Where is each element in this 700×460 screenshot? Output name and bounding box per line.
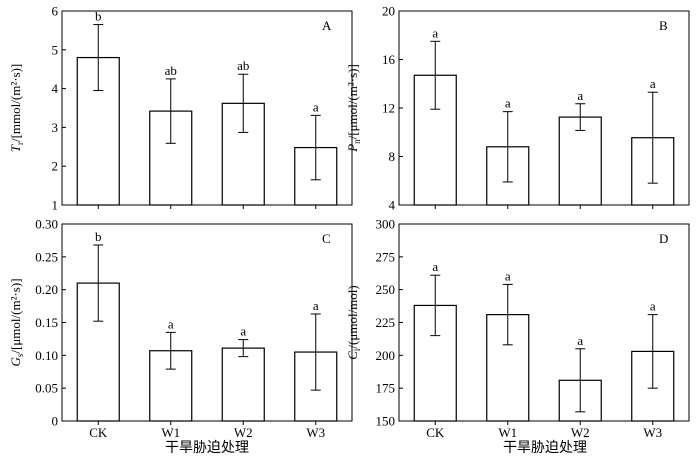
y-axis-label: Gs/[μmol/(m²·s)] xyxy=(8,278,25,366)
y-tick-label: 0.05 xyxy=(35,381,58,396)
y-tick-label: 300 xyxy=(376,217,396,232)
y-tick-label: 0.30 xyxy=(35,217,58,232)
panel-b: 4 8 12 16 20 B Pn/[μmol/(m²·s)] a a a a xyxy=(345,4,690,213)
significance-letter: a xyxy=(432,25,438,40)
y-tick-label: 0.10 xyxy=(35,348,58,363)
significance-letter: b xyxy=(95,229,102,244)
panel-letter: A xyxy=(322,18,332,33)
y-tick-label: 1 xyxy=(52,198,59,213)
y-tick-label: 5 xyxy=(52,42,59,57)
y-tick-label: 8 xyxy=(389,149,396,164)
significance-letter: a xyxy=(577,333,583,348)
plot-frame xyxy=(61,10,353,206)
y-tick-label: 0.20 xyxy=(35,282,58,297)
y-axis-label: Tr/[mmol/(m²·s)] xyxy=(8,64,25,153)
y-tick-label: 3 xyxy=(52,120,59,135)
significance-letter: a xyxy=(650,76,656,91)
y-tick-label: 275 xyxy=(376,249,396,264)
bar-w2 xyxy=(221,347,265,422)
y-tick-label: 4 xyxy=(389,198,396,213)
x-tick-label: W3 xyxy=(306,425,325,440)
y-axis-label: Pn/[μmol/(m²·s)] xyxy=(345,64,362,153)
significance-letter: a xyxy=(505,268,511,283)
x-axis-title-left: 干旱胁迫处理 xyxy=(165,440,249,456)
x-tick-label: CK xyxy=(426,425,445,440)
y-tick-label: 4 xyxy=(52,81,59,96)
significance-letter: a xyxy=(313,99,319,114)
x-tick-label: W2 xyxy=(571,425,590,440)
panel-c: 0 0.05 0.10 0.15 0.20 0.25 0.30 C Gs/[μmol/(m²·s… xyxy=(8,217,353,440)
significance-letter: a xyxy=(240,324,246,339)
panel-a: 1 2 3 4 5 6 A Tr/[mmol/(m²·s)] b ab ab a xyxy=(8,4,353,213)
significance-letter: a xyxy=(650,299,656,314)
x-tick-label: CK xyxy=(89,425,108,440)
x-axis-title-right: 干旱胁迫处理 xyxy=(503,440,587,456)
significance-letter: b xyxy=(95,9,102,24)
panel-d: 150 175 200 225 250 275 300 D Ci/(μmol/mol) a CK a W… xyxy=(345,217,690,440)
x-tick-label: W2 xyxy=(234,425,253,440)
y-tick-label: 12 xyxy=(382,101,395,116)
significance-letter: a xyxy=(577,88,583,103)
y-tick-label: 0.25 xyxy=(35,249,58,264)
y-tick-label: 250 xyxy=(376,282,396,297)
y-tick-label: 2 xyxy=(52,159,59,174)
x-tick-label: W1 xyxy=(161,425,180,440)
x-tick-label: W1 xyxy=(498,425,517,440)
panel-letter: D xyxy=(659,231,668,246)
significance-letter: a xyxy=(432,259,438,274)
significance-letter: ab xyxy=(165,63,177,78)
panel-letter: C xyxy=(322,231,331,246)
y-tick-label: 0.15 xyxy=(35,315,58,330)
y-tick-label: 150 xyxy=(376,414,396,429)
significance-letter: ab xyxy=(237,58,249,73)
significance-letter: a xyxy=(313,298,319,313)
y-tick-label: 20 xyxy=(382,4,395,19)
y-tick-label: 0 xyxy=(52,414,59,429)
y-tick-label: 225 xyxy=(376,315,396,330)
bar-w2 xyxy=(558,116,602,206)
significance-letter: a xyxy=(505,96,511,111)
x-tick-label: W3 xyxy=(643,425,662,440)
panel-letter: B xyxy=(659,18,668,33)
y-tick-label: 200 xyxy=(376,348,396,363)
significance-letter: a xyxy=(168,316,174,331)
y-tick-label: 16 xyxy=(382,52,396,67)
y-tick-label: 175 xyxy=(376,381,396,396)
y-tick-label: 6 xyxy=(52,4,59,19)
y-axis-label: Ci/(μmol/mol) xyxy=(345,285,362,360)
